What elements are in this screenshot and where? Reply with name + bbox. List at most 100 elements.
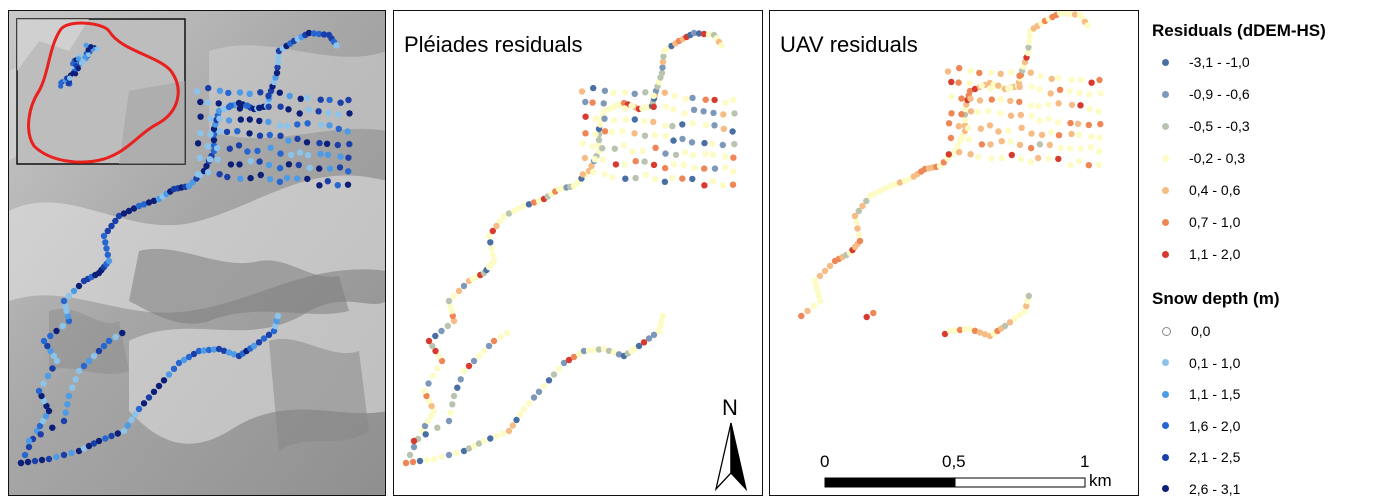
snow-depth-point [345, 96, 352, 104]
pleiades-residual-point [719, 141, 726, 149]
residuals-legend-label: 1,1 - 2,0 [1189, 246, 1241, 262]
uav-residual-point [815, 292, 822, 300]
snow-depth-point [337, 99, 344, 106]
snow-depth-point [180, 356, 188, 364]
pleiades-residual-point [599, 156, 606, 163]
uav-residual-point [976, 69, 983, 77]
snow-depth-point [246, 130, 253, 137]
pleiades-residual-point [655, 327, 663, 335]
snow-depth-point [276, 178, 284, 185]
uav-residual-point [821, 267, 829, 275]
pleiades-residual-point [570, 353, 578, 361]
pleiades-residual-point [671, 92, 678, 100]
overview-inset [16, 18, 186, 165]
snow-depth-legend-label: 0,1 - 1,0 [1189, 354, 1241, 371]
pleiades-residual-point [425, 337, 433, 345]
pleiades-residual-point [631, 90, 638, 98]
pleiades-residual-point [565, 356, 573, 364]
pleiades-residual-point [672, 151, 680, 159]
snow-depth-point [227, 161, 235, 168]
uav-residual-point [946, 327, 954, 335]
snow-depth-point [104, 251, 112, 258]
snow-depth-point [135, 405, 143, 413]
pleiades-residual-point [640, 339, 648, 346]
snow-depth-point [185, 353, 193, 361]
snow-depth-legend-heading: Snow depth (m) [1152, 289, 1280, 308]
uav-residual-point [1036, 86, 1043, 93]
uav-residual-point [961, 116, 969, 124]
pleiades-residual-point [500, 212, 508, 220]
snow-depth-point [104, 227, 112, 235]
snow-depth-point [277, 103, 284, 110]
snow-depth-point [80, 445, 88, 452]
pleiades-residual-point [427, 412, 435, 420]
snow-depth-point [265, 118, 272, 126]
snow-depth-point [255, 339, 263, 346]
uav-residual-point [870, 309, 877, 317]
uav-residual-point [1077, 76, 1084, 84]
snow-depth-point [326, 96, 333, 104]
pleiades-residual-point [510, 207, 518, 215]
snow-depth-point [47, 332, 54, 340]
pleiades-residual-point [610, 89, 617, 97]
snow-depth-point [112, 217, 119, 225]
uav-residual-point [1016, 311, 1024, 318]
residuals-legend-item: -0,2 - 0,3 [1162, 148, 1245, 168]
uav-residual-point [957, 136, 965, 143]
snow-depth-point [256, 132, 264, 139]
uav-residual-point [1016, 141, 1024, 149]
uav-residual-point [1056, 11, 1064, 17]
inset-snow-point [88, 44, 94, 50]
uav-residual-point [1068, 76, 1075, 83]
inset-snow-point [94, 46, 100, 52]
pleiades-residual-point [425, 380, 432, 387]
snow-depth-point [266, 176, 274, 183]
snow-depth-point [346, 140, 353, 148]
pleiades-residual-point [730, 154, 737, 161]
uav-residual-point [1018, 124, 1025, 131]
snow-depth-point [130, 205, 138, 212]
snow-depth-point [65, 317, 73, 325]
uav-residual-point [1068, 101, 1076, 109]
pleiades-residual-point [721, 164, 729, 171]
pleiades-residual-point [480, 347, 488, 355]
uav-residual-point [886, 182, 894, 190]
pleiades-residual-point [460, 447, 468, 455]
snow-depth-point [95, 347, 103, 355]
uav-residual-point [1025, 44, 1032, 51]
pleiades-residual-point [475, 440, 483, 447]
pleiades-residual-point [515, 205, 523, 212]
pleiades-residual-point [581, 154, 589, 162]
pleiades-residual-point [455, 287, 463, 295]
uav-residual-point [997, 110, 1004, 117]
uav-residual-point [826, 262, 834, 270]
snow-depth-point [197, 113, 204, 120]
snow-depth-point [42, 412, 50, 420]
north-arrow [714, 422, 748, 492]
uav-residual-point [951, 327, 959, 334]
pleiades-residual-point [580, 347, 588, 355]
pleiades-residual-point [622, 116, 629, 123]
pleiades-residual-point [681, 149, 689, 156]
uav-residual-point [1006, 319, 1014, 326]
snow-depth-point [316, 182, 323, 189]
snow-depth-legend-swatch [1162, 453, 1169, 461]
pleiades-residual-point [578, 88, 586, 95]
uav-residual-point [1045, 101, 1052, 108]
snow-depth-point [334, 182, 341, 189]
pleiades-residual-point [622, 175, 629, 182]
uav-residual-point [1028, 112, 1035, 120]
snow-depth-point [120, 210, 128, 217]
pleiades-residual-point [453, 449, 460, 457]
uav-residual-point [1047, 90, 1054, 97]
snow-depth-point [274, 64, 281, 71]
snow-depth-point [273, 69, 281, 77]
uav-residual-point [1055, 74, 1062, 82]
pleiades-residual-point [688, 139, 696, 146]
pleiades-residual-point [701, 165, 708, 172]
pleiades-residual-point [650, 331, 658, 338]
snow-depth-point [260, 335, 268, 342]
snow-depth-legend-label: 2,1 - 2,5 [1189, 449, 1241, 465]
snow-depth-point [203, 162, 210, 170]
snow-depth-point [214, 156, 221, 163]
